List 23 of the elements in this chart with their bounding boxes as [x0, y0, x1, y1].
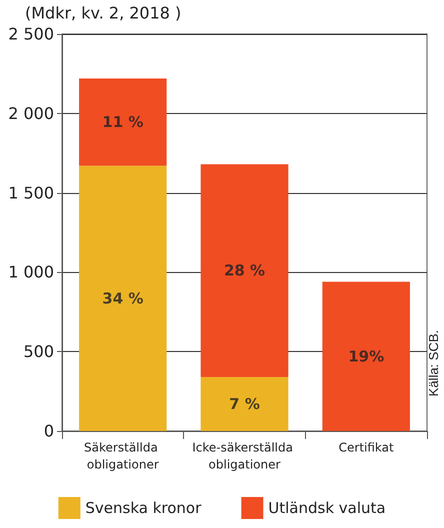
annotation: 19%: [348, 347, 384, 366]
y-tick-label: 500: [23, 342, 54, 362]
chart-title: (Mdkr, kv. 2, 2018 ): [25, 4, 182, 22]
y-tick-label: 2 500: [8, 24, 54, 44]
bar: [79, 78, 167, 166]
x-tick-label: Säkerställda obligationer: [84, 440, 162, 472]
bar: [322, 282, 410, 431]
bar: [79, 166, 167, 431]
bar: [200, 164, 288, 378]
annotation: 11 %: [102, 113, 144, 132]
y-tick-label: 1 000: [8, 262, 54, 282]
x-tick-label: Certifikat: [338, 440, 394, 454]
legend-label: Svenska kronor: [85, 499, 202, 517]
annotation: 7 %: [229, 395, 260, 414]
annotation: Källa: SCB.: [426, 330, 441, 396]
legend-label: Utländsk valuta: [268, 499, 386, 517]
bar: [200, 377, 288, 431]
annotation: 34 %: [102, 289, 144, 308]
x-tick-label: Icke-säkerställda obligationer: [192, 440, 297, 472]
y-tick-label: 1 500: [8, 183, 54, 202]
y-tick-label: 0: [44, 422, 54, 440]
y-tick-label: 2 000: [8, 104, 54, 123]
annotation: 28 %: [224, 262, 266, 280]
